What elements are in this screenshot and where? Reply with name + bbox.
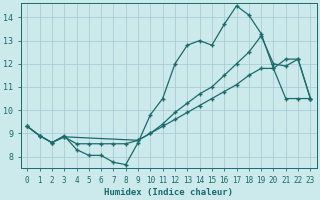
X-axis label: Humidex (Indice chaleur): Humidex (Indice chaleur) (104, 188, 233, 197)
